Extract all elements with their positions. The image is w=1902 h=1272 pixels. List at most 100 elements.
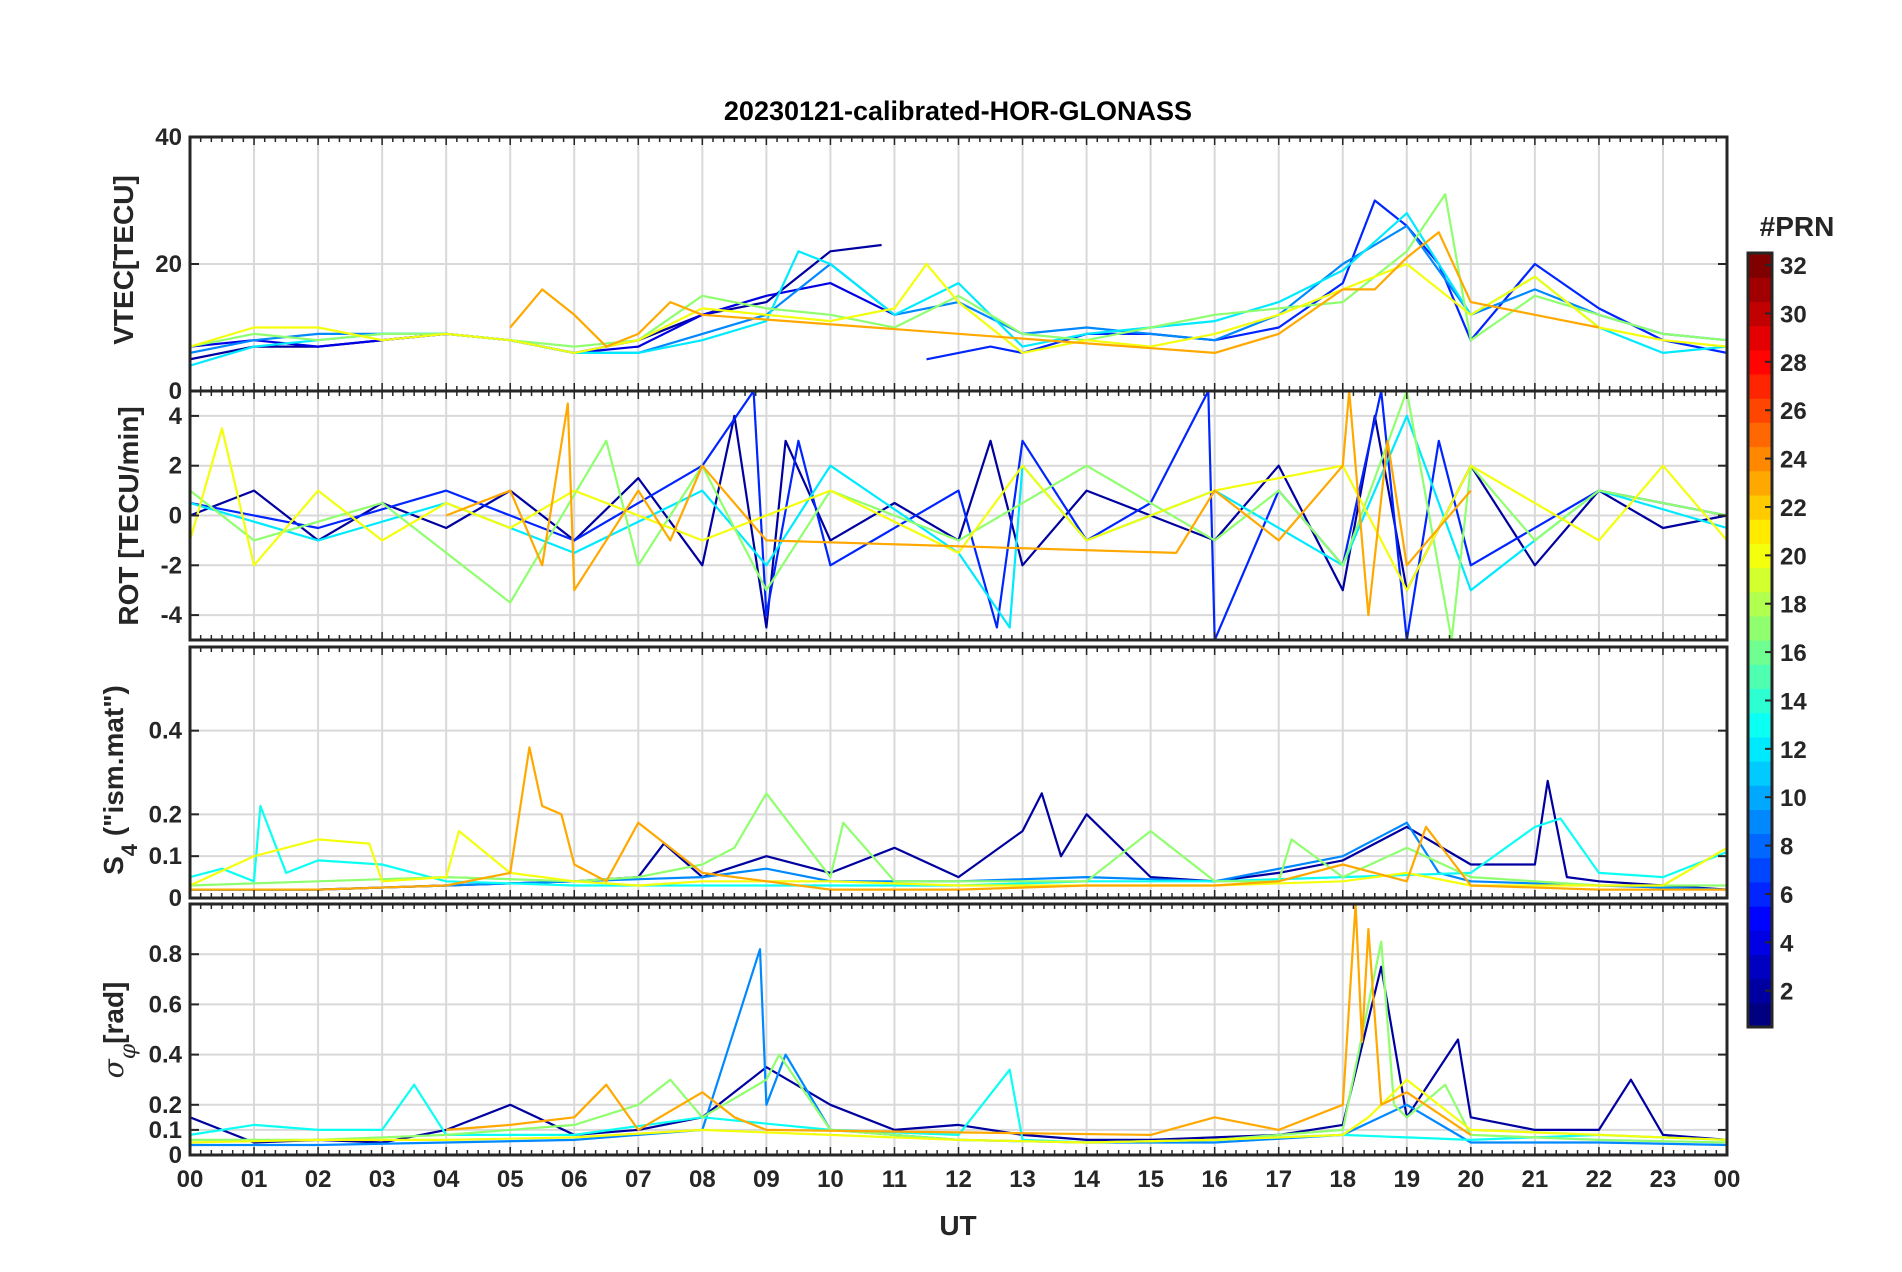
- y-tick-label: 0.4: [149, 1042, 183, 1069]
- x-tick-label: 00: [177, 1166, 204, 1193]
- plot-frame: [188, 389, 1729, 642]
- x-tick-label: 21: [1522, 1166, 1549, 1193]
- colorbar-tick-label: 8: [1780, 834, 1793, 861]
- panel-sigma-phi: 00.10.2 0.4 0.6 0.8: [149, 902, 1729, 1169]
- sigma-rest: [rad]: [98, 982, 129, 1044]
- series-group: [190, 904, 1727, 1147]
- x-tick-label: 23: [1650, 1166, 1677, 1193]
- colorbar-swatch: [1748, 422, 1772, 448]
- series-line-prn-20: [190, 1078, 1727, 1144]
- x-tick-label: 18: [1329, 1166, 1356, 1193]
- y-tick-label: 4: [169, 403, 183, 430]
- y-axis-label-s4-text: S4 ("ism.mat"): [98, 685, 142, 875]
- y-axis-label-vtec: VTEC[TECU]: [108, 175, 139, 345]
- s4-rest: ("ism.mat"): [98, 685, 129, 844]
- colorbar-tick-label: 30: [1780, 301, 1807, 328]
- x-tick-label: 09: [753, 1166, 780, 1193]
- colorbar-swatch: [1748, 712, 1772, 738]
- colorbar-tick-label: 4: [1780, 930, 1794, 957]
- x-tick-label: 02: [305, 1166, 332, 1193]
- x-tick-label: 08: [689, 1166, 716, 1193]
- y-tick-label: 20: [155, 251, 182, 278]
- colorbar-swatch: [1748, 519, 1772, 544]
- colorbar-tick-label: 20: [1780, 543, 1807, 570]
- x-tick-label: 13: [1009, 1166, 1036, 1193]
- panel-vtec: 0 20 40: [155, 124, 1729, 405]
- colorbar-tick-label: 16: [1780, 640, 1807, 667]
- colorbar-swatch: [1748, 325, 1772, 351]
- y-tick-label: 0.4: [149, 718, 183, 745]
- series-group: [190, 391, 1727, 640]
- y-axis-label-sigma-phi-text: σφ[rad]: [97, 982, 141, 1079]
- x-tick-label: 19: [1393, 1166, 1420, 1193]
- x-tick-label: 03: [369, 1166, 396, 1193]
- colorbar-swatch: [1748, 809, 1772, 835]
- panel-rot: -4 -2 0 2 4: [161, 389, 1729, 642]
- series-line-prn-23: [446, 904, 1472, 1137]
- y-tick-label: 0.8: [149, 941, 182, 968]
- x-tick-label: 07: [625, 1166, 652, 1193]
- y-tick-label: 0.2: [149, 801, 182, 828]
- series-line-prn-23: [509, 231, 1600, 354]
- series-line-prn-20: [190, 829, 1727, 887]
- colorbar-tick-label: 28: [1780, 350, 1807, 377]
- y-tick-label: 2: [169, 453, 182, 480]
- colorbar-tick-label: 14: [1780, 688, 1807, 715]
- colorbar-tick-label: 6: [1780, 882, 1793, 909]
- colorbar-swatch: [1748, 857, 1772, 883]
- series-line-prn-12: [190, 414, 1727, 629]
- series-line-prn-6: [926, 199, 1727, 361]
- series-line-prn-2: [190, 965, 1727, 1144]
- x-tick-label: 04: [433, 1166, 460, 1193]
- y-tick-label: -4: [161, 602, 183, 629]
- colorbar-swatch: [1748, 906, 1772, 931]
- colorbar-tick-label: 24: [1780, 447, 1807, 474]
- colorbar-tick-label: 2: [1780, 979, 1793, 1006]
- colorbar-swatch: [1748, 760, 1772, 786]
- colorbar-tick-label: 26: [1780, 398, 1807, 425]
- y-tick-label: 0: [169, 378, 182, 405]
- x-tick-label: 05: [497, 1166, 524, 1193]
- y-tick-label: 0: [169, 503, 182, 530]
- x-axis-label: UT: [939, 1210, 976, 1241]
- plot-frame: [188, 645, 1729, 900]
- colorbar-swatch: [1748, 664, 1772, 689]
- y-axis-label-rot: ROT [TECU/min]: [113, 406, 144, 625]
- x-tick-label: 10: [817, 1166, 844, 1193]
- series-line-prn-20: [190, 262, 1727, 354]
- colorbar-swatch: [1748, 1002, 1772, 1028]
- series-line-prn-20: [190, 427, 1727, 592]
- colorbar-tick-label: 12: [1780, 737, 1807, 764]
- x-tick-label: 00: [1714, 1166, 1741, 1193]
- series-line-prn-23: [445, 391, 1472, 617]
- x-tick-label: 16: [1201, 1166, 1228, 1193]
- series-group: [190, 746, 1727, 891]
- colorbar-swatch: [1748, 470, 1772, 496]
- sigma-main: σ: [97, 1058, 130, 1078]
- plot-frame: [188, 902, 1729, 1157]
- y-tick-label: 0.1: [149, 1117, 182, 1144]
- x-tick-label: 01: [241, 1166, 268, 1193]
- x-tick-label: 11: [882, 1166, 907, 1193]
- x-tick-label: 06: [561, 1166, 588, 1193]
- x-tick-label: 14: [1073, 1166, 1100, 1193]
- series-line-prn-23: [190, 746, 1727, 891]
- x-tick-label: 12: [945, 1166, 972, 1193]
- y-tick-label: 0: [169, 885, 182, 912]
- series-line-prn-6: [190, 391, 1727, 640]
- colorbar-tick-label: 18: [1780, 592, 1807, 619]
- y-tick-label: -2: [161, 552, 182, 579]
- colorbar-swatch: [1748, 277, 1772, 302]
- y-tick-label: 40: [155, 124, 182, 151]
- y-axis-label-vtec-text: VTEC[TECU]: [108, 175, 139, 345]
- series-line-prn-13: [190, 804, 1727, 887]
- x-tick-label: 20: [1457, 1166, 1484, 1193]
- y-tick-label: 0.2: [149, 1092, 182, 1119]
- y-axis-label-rot-text: ROT [TECU/min]: [113, 406, 144, 625]
- colorbar-tick-label: 10: [1780, 785, 1807, 812]
- chart-title: 20230121-calibrated-HOR-GLONASS: [724, 96, 1192, 126]
- colorbar-swatch: [1748, 954, 1772, 980]
- colorbar-title: #PRN: [1760, 211, 1835, 242]
